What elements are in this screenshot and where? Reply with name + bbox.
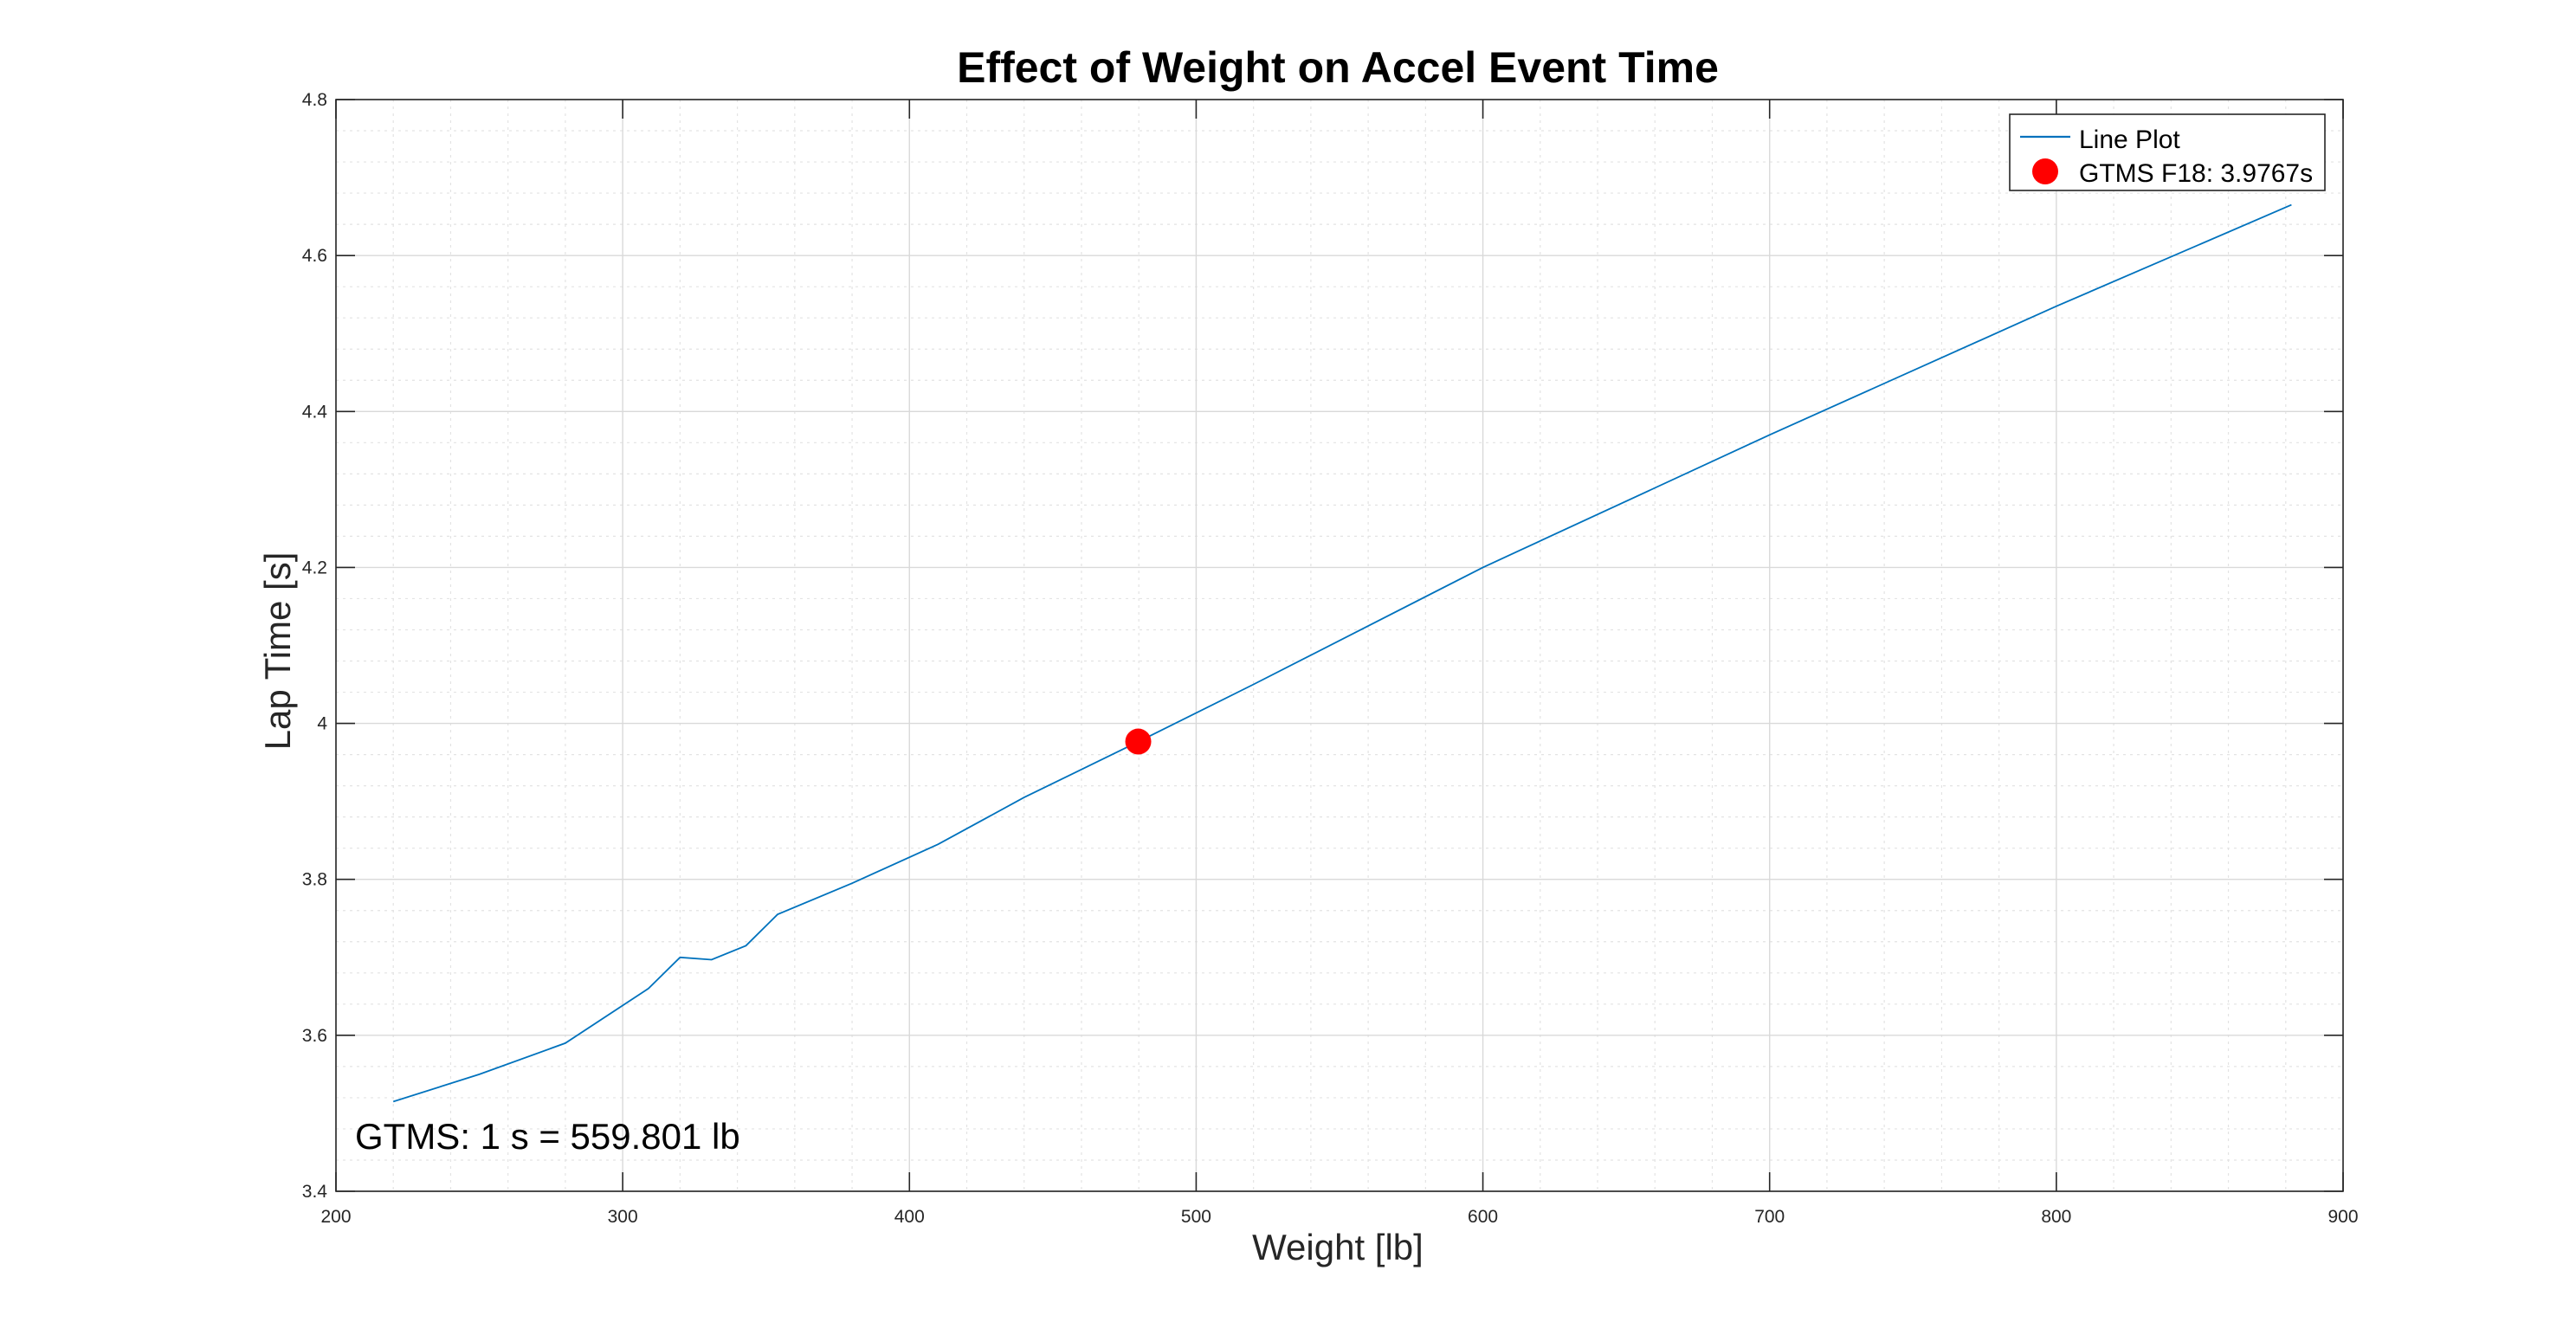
x-axis-label: Weight [lb] — [1252, 1227, 1424, 1267]
x-tick-label: 300 — [608, 1207, 638, 1227]
axes-box — [335, 99, 2344, 1192]
x-tick-label: 200 — [320, 1207, 351, 1227]
minor-grid — [336, 100, 2343, 1191]
x-tick-label: 600 — [1468, 1207, 1498, 1227]
y-tick-label: 3.4 — [302, 1182, 328, 1202]
series-layer — [392, 203, 2292, 1103]
y-tick-label: 3.8 — [302, 870, 327, 890]
y-tick-label: 4 — [317, 714, 327, 734]
tick-labels: 200 300 400 500 600 700 800 900 3.4 3.6 3.8 4 4.2 4.4… — [302, 90, 2359, 1227]
x-tick-label: 400 — [894, 1207, 925, 1227]
chart-title: Effect of Weight on Accel Event Time — [957, 43, 1719, 92]
legend: Line Plot GTMS F18: 3.9767s — [2009, 113, 2326, 191]
y-axis-label: Lap Time [s] — [257, 552, 298, 751]
y-tick-label: 4.2 — [302, 558, 327, 577]
y-tick-label: 4.4 — [302, 402, 328, 422]
x-tick-label: 900 — [2327, 1207, 2358, 1227]
x-tick-label: 700 — [1754, 1207, 1785, 1227]
annotation-text: GTMS: 1 s = 559.801 lb — [355, 1116, 740, 1157]
legend-entry-line-plot: Line Plot — [2079, 126, 2180, 154]
series-line-plot — [392, 203, 2292, 1103]
y-tick-label: 4.6 — [302, 246, 327, 266]
y-tick-label: 3.6 — [302, 1026, 327, 1046]
gtms-f18-point — [1125, 728, 1152, 755]
x-tick-label: 800 — [2041, 1207, 2071, 1227]
legend-entry-gtms-point: GTMS F18: 3.9767s — [2079, 159, 2313, 188]
legend-box — [2009, 113, 2326, 191]
x-tick-label: 500 — [1181, 1207, 1211, 1227]
y-tick-label: 4.8 — [302, 90, 327, 110]
ticks — [335, 99, 2344, 1192]
legend-marker-swatch — [2032, 158, 2058, 184]
